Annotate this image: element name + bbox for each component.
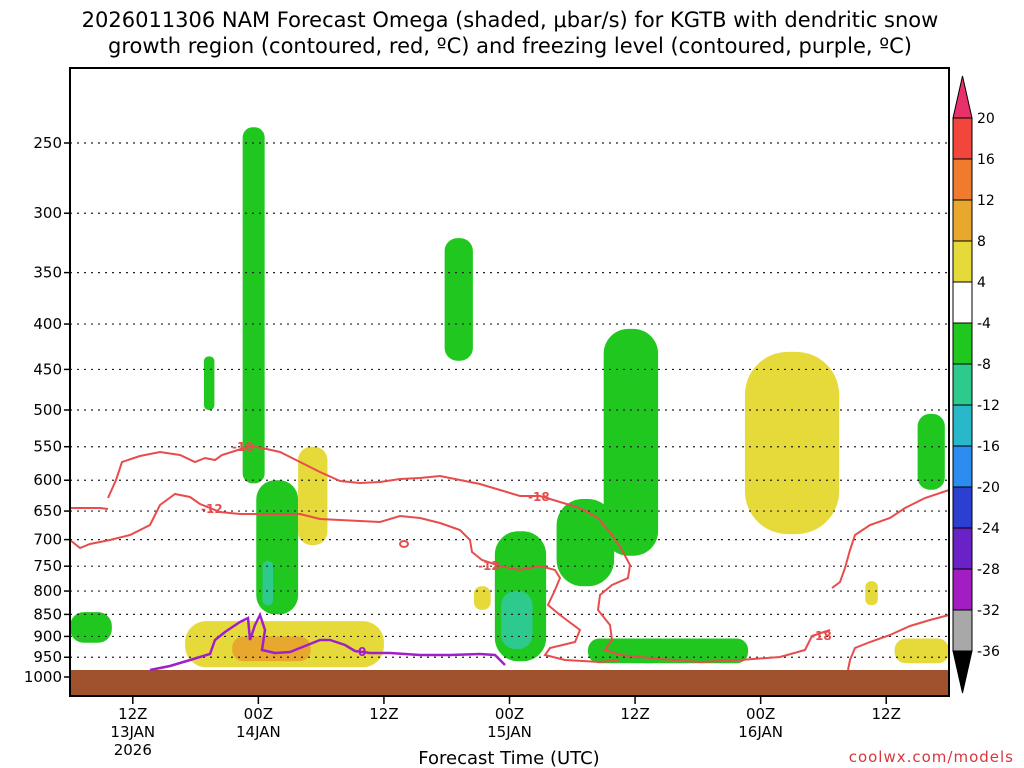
omega-region-positive xyxy=(894,638,949,664)
colorbar-swatch xyxy=(952,527,973,570)
colorbar-label: -28 xyxy=(977,562,1000,578)
omega-region-positive xyxy=(232,636,311,662)
colorbar-swatch xyxy=(952,486,973,529)
colorbar-bottom-arrow xyxy=(952,650,973,694)
y-tick-label: 600 xyxy=(33,471,62,489)
colorbar-label: 4 xyxy=(977,275,986,291)
colorbar-label: -20 xyxy=(977,480,1000,496)
x-tick-label: 12Z xyxy=(118,705,147,723)
contour-label: -18 xyxy=(528,490,550,504)
contour-right-side xyxy=(831,489,950,671)
x-tick-label: 12Z xyxy=(872,705,901,723)
omega-region-negative xyxy=(262,561,274,606)
x-tick-date: 13JAN xyxy=(110,723,155,741)
omega-regions xyxy=(70,127,949,668)
omega-region-negative xyxy=(444,238,473,361)
y-tick-label: 550 xyxy=(33,438,62,456)
contour-label: -12 xyxy=(201,502,223,516)
x-tick-date: 16JAN xyxy=(738,723,783,741)
y-tick-label: 700 xyxy=(33,531,62,549)
y-tick-label: 400 xyxy=(33,315,62,333)
omega-region-negative xyxy=(242,127,265,484)
colorbar-label: 16 xyxy=(977,152,995,168)
y-tick-label: 250 xyxy=(33,134,62,152)
colorbar-swatch xyxy=(952,199,973,242)
contour-label: -18 xyxy=(232,440,254,454)
x-tick-year: 2026 xyxy=(114,741,152,759)
colorbar-swatch xyxy=(952,404,973,447)
omega-region-positive xyxy=(865,581,878,606)
y-tick-label: 1000 xyxy=(24,668,62,686)
omega-region-negative xyxy=(70,612,112,643)
y-tick-label: 950 xyxy=(33,648,62,666)
contour-minus18-upper xyxy=(107,444,831,664)
colorbar-label: -16 xyxy=(977,439,1000,455)
x-tick-label: 00Z xyxy=(244,705,273,723)
colorbar-label: -8 xyxy=(977,357,991,373)
y-tick-label: 750 xyxy=(33,557,62,575)
colorbar-swatch xyxy=(952,117,973,160)
colorbar-swatch xyxy=(952,281,973,324)
chart-title-line1: 2026011306 NAM Forecast Omega (shaded, μ… xyxy=(82,8,939,32)
x-tick-label: 12Z xyxy=(369,705,398,723)
contour-minus12-lower xyxy=(69,492,621,664)
contour-label: -18 xyxy=(810,629,832,643)
site-credit: coolwx.com/models xyxy=(849,748,1014,766)
x-tick-date: 14JAN xyxy=(236,723,281,741)
colorbar-label: -4 xyxy=(977,316,991,332)
y-tick-label: 450 xyxy=(33,360,62,378)
y-tick-label: 800 xyxy=(33,582,62,600)
colorbar-swatch xyxy=(952,363,973,406)
colorbar-swatch xyxy=(952,445,973,488)
omega-region-negative xyxy=(603,328,659,556)
x-axis-label: Forecast Time (UTC) xyxy=(418,748,599,768)
colorbar-top-arrow xyxy=(952,75,973,119)
colorbar-swatch xyxy=(952,609,973,652)
colorbar-label: 20 xyxy=(977,111,995,127)
y-tick-label: 650 xyxy=(33,502,62,520)
colorbar-swatch xyxy=(952,568,973,611)
omega-region-negative xyxy=(203,356,215,410)
omega-colorbar: 20 16 12 8 4 -4 -8 -12 -16 -20 -24 -28 -32 -36 xyxy=(952,75,1000,694)
y-tick-label: 300 xyxy=(33,204,62,222)
colorbar-label: -12 xyxy=(977,398,1000,414)
colorbar-swatch xyxy=(952,158,973,201)
omega-region-positive xyxy=(744,351,840,535)
y-tick-label: 500 xyxy=(33,401,62,419)
y-tick-label: 350 xyxy=(33,264,62,282)
chart-title-line2: growth region (contoured, red, ºC) and f… xyxy=(108,34,912,58)
y-tick-label: 900 xyxy=(33,627,62,645)
colorbar-label: -24 xyxy=(977,521,1000,537)
y-axis: 250 300 350 400 450 500 550 600 650 700 750 800 850 9… xyxy=(24,134,70,686)
x-tick-label: 12Z xyxy=(620,705,649,723)
omega-region-negative xyxy=(917,413,945,490)
contour-small-loop xyxy=(399,540,409,548)
omega-region-positive xyxy=(298,446,328,546)
colorbar-label: 8 xyxy=(977,234,986,250)
x-tick-label: 00Z xyxy=(495,705,524,723)
colorbar-swatch xyxy=(952,322,973,365)
y-tick-label: 850 xyxy=(33,605,62,623)
contour-label: 0 xyxy=(358,645,366,659)
colorbar-label: 12 xyxy=(977,193,995,209)
x-tick-date: 15JAN xyxy=(487,723,532,741)
omega-region-negative xyxy=(501,591,533,650)
surface-terrain xyxy=(70,670,949,696)
colorbar-label: -36 xyxy=(977,644,1000,660)
x-tick-label: 00Z xyxy=(746,705,775,723)
contour-label: -12 xyxy=(478,559,500,573)
colorbar-label: -32 xyxy=(977,603,1000,619)
colorbar-swatch xyxy=(952,240,973,283)
omega-region-positive xyxy=(473,586,491,610)
contour-freezing-level xyxy=(149,611,506,672)
